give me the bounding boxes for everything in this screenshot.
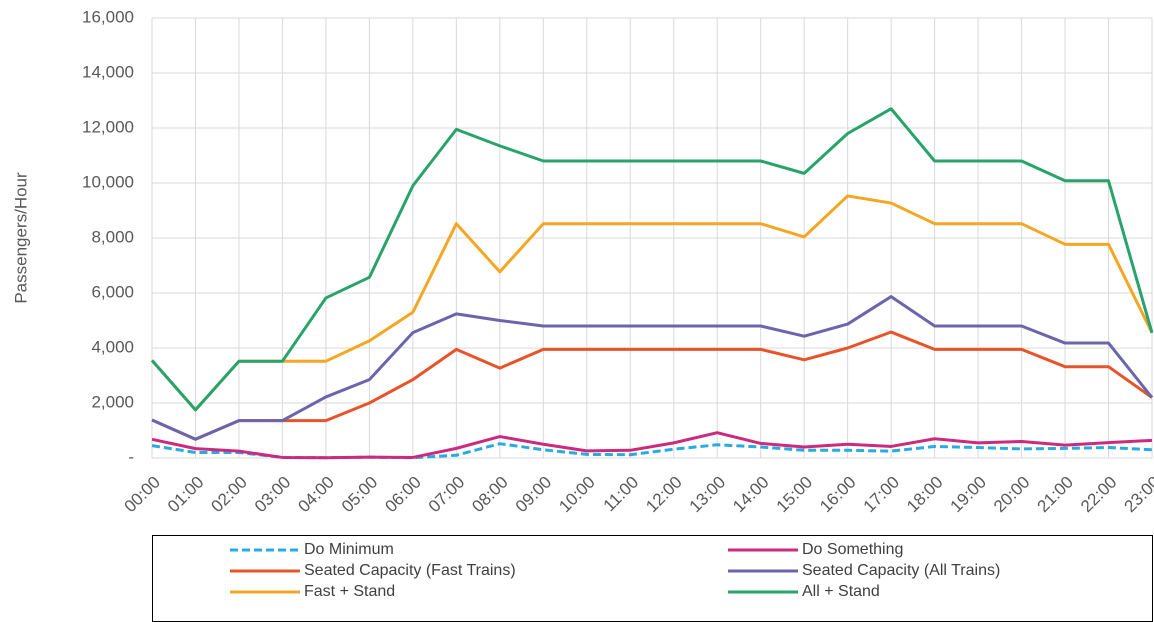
x-tick-label: 14:00 — [729, 473, 773, 517]
x-tick-label: 21:00 — [1034, 473, 1078, 517]
x-tick-label: 07:00 — [425, 473, 469, 517]
y-tick-label: 10,000 — [82, 172, 134, 191]
x-tick-label: 12:00 — [642, 473, 686, 517]
x-tick-label: 23:00 — [1120, 473, 1154, 517]
x-tick-label: 02:00 — [207, 473, 251, 517]
x-tick-label: 22:00 — [1077, 473, 1121, 517]
y-tick-label: 4,000 — [91, 337, 134, 356]
legend-label: All + Stand — [802, 583, 880, 600]
x-tick-label: 20:00 — [990, 473, 1034, 517]
x-tick-label: 11:00 — [600, 473, 643, 516]
y-tick-label: 8,000 — [91, 227, 134, 246]
series-line — [150, 194, 1154, 412]
series-line — [151, 295, 1154, 441]
legend-label: Do Something — [802, 541, 903, 558]
x-tick-label: 16:00 — [816, 473, 860, 517]
legend-label: Do Minimum — [304, 541, 394, 558]
x-tick-label: 04:00 — [294, 473, 338, 517]
series-line — [150, 107, 1154, 412]
x-tick-label: 17:00 — [860, 473, 904, 517]
y-tick-label: 12,000 — [82, 117, 134, 136]
legend-label: Seated Capacity (Fast Trains) — [304, 562, 516, 579]
x-tick-label: 13:00 — [686, 473, 730, 517]
y-tick-label: - — [128, 447, 134, 466]
series-line — [151, 330, 1153, 441]
y-tick-label: 2,000 — [91, 392, 134, 411]
x-tick-label: 19:00 — [947, 473, 991, 517]
x-tick-label: 18:00 — [903, 473, 947, 517]
legend-label: Seated Capacity (All Trains) — [802, 562, 1000, 579]
x-tick-label: 08:00 — [468, 473, 512, 517]
series-line — [151, 431, 1153, 460]
y-tick-label: 6,000 — [91, 282, 134, 301]
y-tick-label: 14,000 — [82, 62, 134, 81]
y-tick-label: 16,000 — [82, 7, 134, 26]
x-tick-label: 10:00 — [555, 473, 599, 517]
x-tick-label: 15:00 — [773, 473, 817, 517]
x-tick-label: 00:00 — [120, 473, 164, 517]
legend-label: Fast + Stand — [304, 583, 395, 600]
x-tick-label: 09:00 — [512, 473, 556, 517]
legend: Do Minimum Do Something Seated Capacity (F… — [230, 541, 1000, 600]
grid — [151, 17, 1153, 459]
y-axis-label: Passengers/Hour — [11, 172, 30, 304]
x-tick-label: 01:00 — [164, 473, 208, 517]
legend-box — [152, 535, 1153, 622]
x-tick-label: 03:00 — [251, 473, 295, 517]
x-tick-label: 06:00 — [381, 473, 425, 517]
x-tick-label: 05:00 — [338, 473, 382, 517]
